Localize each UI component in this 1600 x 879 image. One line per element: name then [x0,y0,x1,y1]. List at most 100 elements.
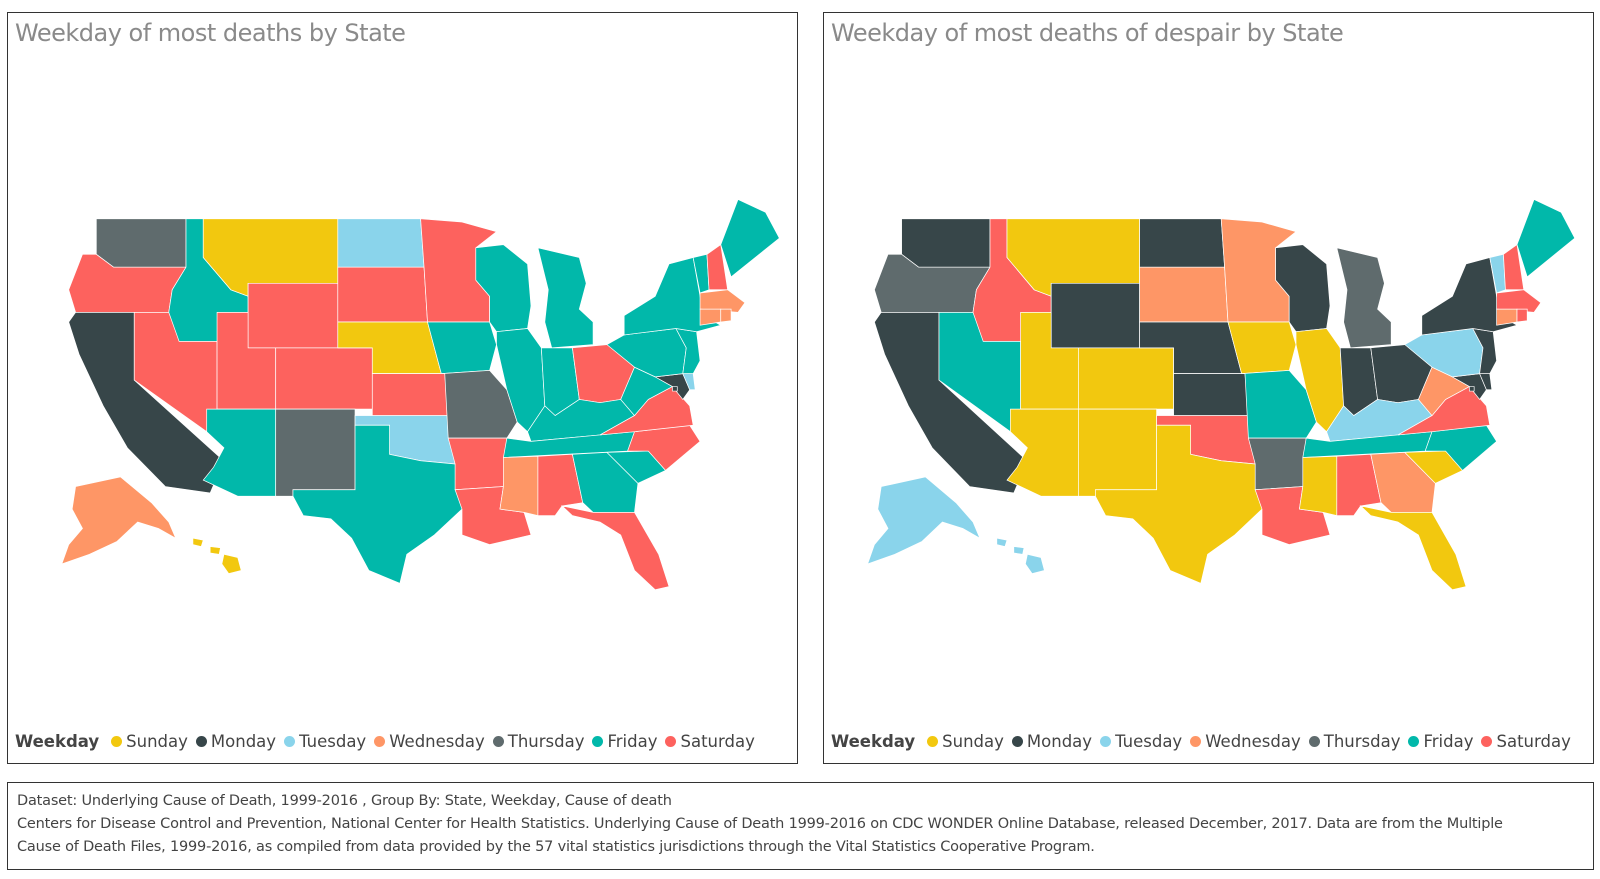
state-ms[interactable]: MS: Wednesday [500,456,538,515]
legend-title: Weekday [831,732,916,751]
state-ms[interactable]: MS: Sunday [1299,456,1336,515]
state-dc[interactable]: DC: Monday [1469,387,1474,392]
state-mo[interactable]: MO: Thursday [441,370,517,438]
legend-item-sunday[interactable]: Sunday [927,732,1004,751]
legend-marker-icon [1408,736,1420,747]
legend-marker-icon [111,736,123,747]
legend-label: Wednesday [1205,732,1301,751]
legend-label: Friday [1423,732,1474,751]
state-wy[interactable]: WY: Monday [1051,283,1139,348]
legend-label: Saturday [1496,732,1571,751]
state-ct[interactable]: CT: Wednesday [1497,309,1517,325]
legend-label: Friday [607,732,658,751]
legend-item-friday[interactable]: Friday [1408,732,1473,751]
legend-label: Sunday [942,732,1004,751]
state-ma[interactable]: MA: Saturday [1497,290,1541,313]
state-ma[interactable]: MA: Wednesday [700,290,745,313]
legend-label: Tuesday [1115,732,1183,751]
state-sd[interactable]: SD: Wednesday [1140,267,1228,322]
legend-item-wednesday[interactable]: Wednesday [374,732,485,751]
legend-marker-icon [1011,736,1023,747]
legend-item-thursday[interactable]: Thursday [492,732,585,751]
legend-item-monday[interactable]: Monday [1011,732,1093,751]
legend-marker-icon [1308,736,1320,747]
state-ks[interactable]: KS: Saturday [372,374,448,416]
legend-marker-icon [1100,736,1112,747]
state-mi[interactable]: MI: Thursday [1337,248,1391,348]
legend-marker-icon [927,736,939,747]
state-ar[interactable]: AR: Saturday [448,438,507,490]
legend-title: Weekday [15,732,100,751]
map-panel-left: Weekday of most deaths by State WA: Thur… [7,12,798,764]
legend-label: Sunday [126,732,188,751]
legend-marker-icon [1481,736,1493,747]
state-wy[interactable]: WY: Saturday [248,283,338,348]
us-map-despair-deaths: WA: MondayOR: ThursdayCA: MondayNV: Frid… [824,13,1595,713]
source-note: Dataset: Underlying Cause of Death, 1999… [7,782,1594,870]
state-layer: WA: ThursdayOR: SaturdayCA: MondayNV: Sa… [62,199,780,589]
legend-item-thursday[interactable]: Thursday [1308,732,1401,751]
state-nm[interactable]: NM: Sunday [1078,409,1156,496]
source-line-citation: Centers for Disease Control and Preventi… [17,816,1503,832]
state-wa[interactable]: WA: Thursday [96,219,186,267]
legend-label: Saturday [680,732,755,751]
state-dc[interactable]: DC: Monday [672,387,677,392]
state-fl[interactable]: FL: Saturday [562,506,669,590]
legend-item-sunday[interactable]: Sunday [111,732,188,751]
state-hi[interactable]: HI: Tuesday [997,538,1045,573]
map-title: Weekday of most deaths of despair by Sta… [831,19,1344,47]
state-mi[interactable]: MI: Friday [538,248,593,348]
legend-marker-icon [492,736,504,747]
legend-item-monday[interactable]: Monday [195,732,277,751]
legend-label: Wednesday [389,732,485,751]
state-fl[interactable]: FL: Sunday [1361,506,1466,590]
state-ak[interactable]: AK: Tuesday [868,477,980,564]
state-hi[interactable]: HI: Sunday [193,538,241,573]
state-sd[interactable]: SD: Saturday [338,267,428,322]
state-ar[interactable]: AR: Thursday [1248,438,1306,490]
legend-marker-icon [284,736,296,747]
state-ia[interactable]: IA: Friday [428,322,497,374]
state-nd[interactable]: ND: Monday [1140,219,1225,267]
map-title: Weekday of most deaths by State [15,19,406,47]
legend-label: Monday [210,732,277,751]
legend-item-tuesday[interactable]: Tuesday [1100,732,1182,751]
legend-item-wednesday[interactable]: Wednesday [1190,732,1301,751]
state-ak[interactable]: AK: Wednesday [62,477,176,564]
state-co[interactable]: CO: Saturday [276,348,373,409]
legend-marker-icon [665,736,677,747]
state-me[interactable]: ME: Friday [1517,199,1575,276]
state-ri[interactable]: RI: Wednesday [721,309,731,322]
state-layer: WA: MondayOR: ThursdayCA: MondayNV: Frid… [868,199,1575,589]
source-line-citation-cont: Cause of Death Files, 1999-2016, as comp… [17,839,1095,855]
us-map-all-deaths: WA: ThursdayOR: SaturdayCA: MondayNV: Sa… [8,13,799,713]
legend: Weekday Sunday Monday Tuesday Wednesday Thur… [831,732,1579,751]
legend-item-saturday[interactable]: Saturday [1481,732,1571,751]
map-panel-right: Weekday of most deaths of despair by Sta… [823,12,1594,764]
state-mo[interactable]: MO: Friday [1242,370,1317,438]
legend-label: Thursday [1323,732,1401,751]
legend-marker-icon [592,736,604,747]
legend-marker-icon [374,736,386,747]
state-wa[interactable]: WA: Monday [902,219,990,267]
source-line-dataset: Dataset: Underlying Cause of Death, 1999… [17,793,672,809]
legend-label: Monday [1026,732,1093,751]
state-ia[interactable]: IA: Sunday [1228,322,1296,374]
legend: Weekday Sunday Monday Tuesday Wednesday Thur… [15,732,763,751]
legend-label: Tuesday [299,732,367,751]
state-co[interactable]: CO: Sunday [1078,348,1173,409]
state-nm[interactable]: NM: Thursday [276,409,355,496]
legend-item-friday[interactable]: Friday [592,732,657,751]
legend-item-tuesday[interactable]: Tuesday [284,732,366,751]
state-nd[interactable]: ND: Tuesday [338,219,424,267]
legend-marker-icon [195,736,207,747]
legend-label: Thursday [507,732,585,751]
state-tx[interactable]: TX: Friday [293,425,462,583]
legend-marker-icon [1190,736,1202,747]
state-ct[interactable]: CT: Wednesday [700,309,721,325]
state-ks[interactable]: KS: Monday [1174,374,1249,416]
legend-item-saturday[interactable]: Saturday [665,732,755,751]
state-ri[interactable]: RI: Saturday [1517,309,1527,322]
state-me[interactable]: ME: Friday [721,199,780,276]
state-tx[interactable]: TX: Sunday [1095,425,1262,583]
